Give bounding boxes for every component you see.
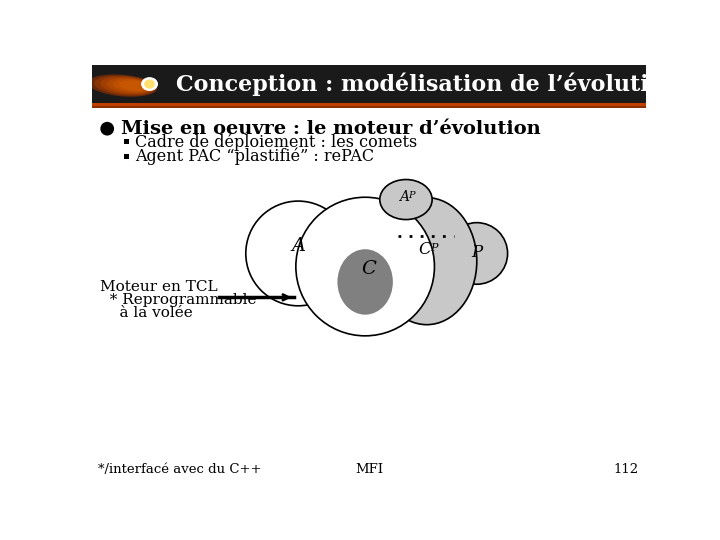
Text: MFI: MFI — [355, 463, 383, 476]
Ellipse shape — [338, 249, 393, 315]
Ellipse shape — [94, 76, 156, 96]
Ellipse shape — [112, 79, 151, 92]
Ellipse shape — [100, 77, 154, 94]
Ellipse shape — [119, 80, 150, 91]
Text: Agent PAC “plastifié” : rePAC: Agent PAC “plastifié” : rePAC — [135, 147, 374, 165]
Text: Cadre de déploiement : les comets: Cadre de déploiement : les comets — [135, 133, 417, 151]
Text: P: P — [471, 244, 482, 261]
FancyBboxPatch shape — [92, 65, 647, 103]
Text: C: C — [418, 241, 431, 258]
FancyBboxPatch shape — [92, 103, 647, 108]
Text: C: C — [361, 260, 377, 278]
Text: */interfacé avec du C++: */interfacé avec du C++ — [98, 463, 261, 476]
Ellipse shape — [379, 179, 432, 220]
Circle shape — [446, 222, 508, 284]
Text: 112: 112 — [613, 463, 639, 476]
FancyBboxPatch shape — [124, 139, 129, 144]
FancyBboxPatch shape — [92, 103, 647, 106]
Text: Mise en oeuvre : le moteur d’évolution: Mise en oeuvre : le moteur d’évolution — [121, 120, 541, 138]
Ellipse shape — [88, 75, 157, 97]
Ellipse shape — [144, 79, 155, 89]
FancyBboxPatch shape — [92, 108, 647, 481]
Ellipse shape — [141, 77, 158, 91]
Circle shape — [296, 197, 434, 336]
Text: A: A — [399, 190, 409, 204]
Text: à la volée: à la volée — [99, 306, 192, 320]
Ellipse shape — [107, 78, 153, 93]
FancyBboxPatch shape — [124, 154, 129, 159]
Text: P: P — [430, 244, 438, 253]
Text: * Reprogrammable: * Reprogrammable — [99, 293, 256, 307]
Text: Moteur en TCL: Moteur en TCL — [99, 280, 217, 294]
Text: P: P — [408, 191, 415, 200]
Circle shape — [246, 201, 351, 306]
Circle shape — [101, 123, 113, 135]
Ellipse shape — [377, 198, 477, 325]
Text: A: A — [291, 237, 305, 255]
Text: Conception : modélisation de l’évolution: Conception : modélisation de l’évolution — [176, 72, 680, 96]
